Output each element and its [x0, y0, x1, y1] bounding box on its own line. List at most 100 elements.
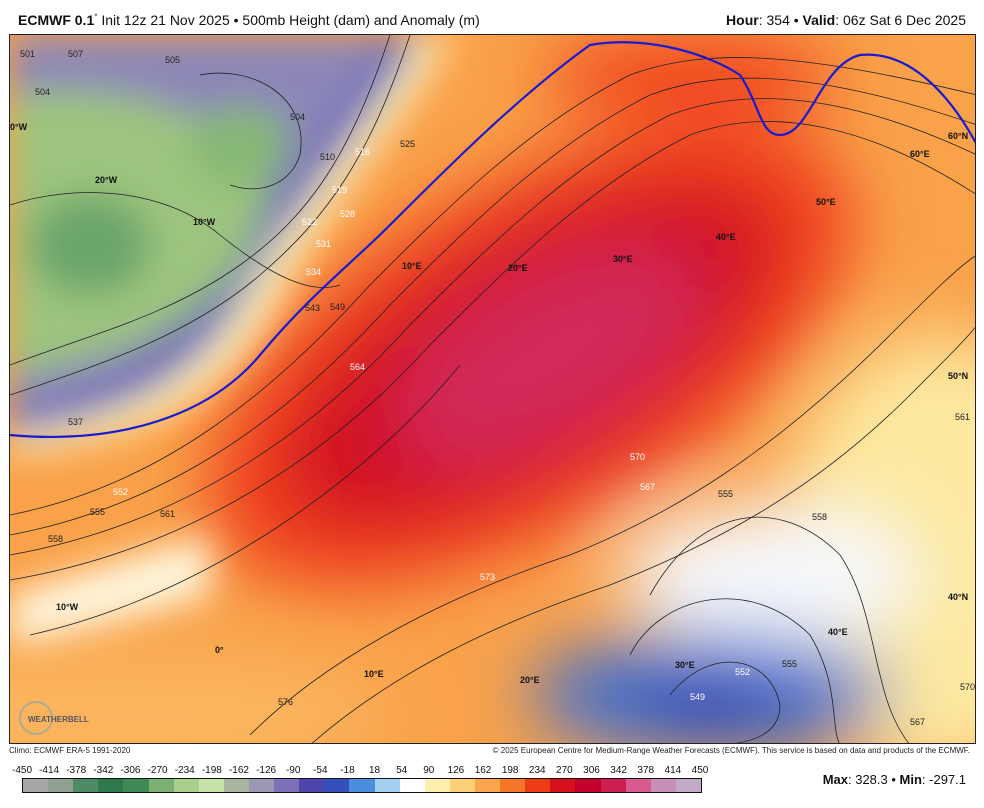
colorbar-swatch [675, 779, 701, 792]
contour-label: 522 [302, 217, 317, 227]
colorbar-swatch [173, 779, 199, 792]
colorbar-swatch [73, 779, 99, 792]
highlight-contour-552 [10, 41, 975, 438]
colorbar-swatch [650, 779, 676, 792]
graticule-label: 10°W [193, 217, 216, 227]
contour-label: 552 [735, 667, 750, 677]
graticule-label: 20°E [520, 675, 540, 685]
contour-label: 570 [960, 682, 975, 692]
model-name: ECMWF 0.1 [18, 12, 95, 28]
colorbar-swatch [148, 779, 174, 792]
colorbar-swatch [98, 779, 124, 792]
colorbar-swatch [399, 779, 425, 792]
min-value: : -297.1 [921, 772, 966, 787]
contour-label: 549 [330, 302, 345, 312]
colorbar-swatch [374, 779, 400, 792]
valid-label: Valid [802, 12, 836, 28]
colorbar-tick-label: 450 [691, 765, 709, 776]
colorbar-swatch [500, 779, 526, 792]
contour-label: 576 [278, 697, 293, 707]
colorbar-tick-label: 90 [423, 765, 435, 776]
colorbar-swatch [324, 779, 350, 792]
contour-label: 558 [48, 534, 63, 544]
colorbar-tick-label: -414 [39, 765, 60, 776]
colorbar-swatch [48, 779, 74, 792]
colorbar-swatch [223, 779, 249, 792]
weatherbell-logo: WEATHERBELL [19, 701, 89, 735]
contour-label: 504 [35, 87, 50, 97]
min-label: Min [899, 772, 922, 787]
logo-text: WEATHERBELL [28, 715, 89, 724]
colorbar-tick-label: 414 [664, 765, 682, 776]
graticule-label: 40°N [948, 592, 968, 602]
colorbar [22, 778, 702, 793]
contour-label: 567 [910, 717, 925, 727]
colorbar-tick-label: -54 [313, 765, 328, 776]
contour-label: 531 [316, 239, 331, 249]
contour-label: 507 [68, 49, 83, 59]
colorbar-swatch [575, 779, 601, 792]
colorbar-tick-label: 234 [528, 765, 546, 776]
contour-label: 501 [20, 49, 35, 59]
colorbar-tick-label: -90 [285, 765, 301, 776]
contour-label: 573 [480, 572, 495, 582]
colorbar-swatch [299, 779, 325, 792]
contour-labels: 501 507 504 504 505 510 516 519 525 522 … [20, 49, 975, 727]
map-title: ECMWF 0.1° Init 12z 21 Nov 2025 • 500mb … [18, 12, 480, 28]
contour-label: 525 [400, 139, 415, 149]
contour-label: 561 [955, 412, 970, 422]
contour-label: 558 [812, 512, 827, 522]
graticule-label: 30°E [675, 660, 695, 670]
contour-label: 555 [782, 659, 797, 669]
graticule-label: 0°W [10, 122, 28, 132]
contour-label: 510 [320, 152, 335, 162]
colorbar-ticks: -450 -414 -378 -342 -306 -270 -234 -198 -162 -126… [12, 765, 710, 777]
max-min-stats: Max: 328.3 • Min: -297.1 [823, 772, 966, 787]
weather-map: 501 507 504 504 505 510 516 519 525 522 … [9, 34, 976, 744]
contour-label: 516 [355, 147, 370, 157]
colorbar-swatch [349, 779, 375, 792]
colorbar-swatch [449, 779, 475, 792]
contour-label: 564 [350, 362, 365, 372]
valid-value: : 06z Sat 6 Dec 2025 [835, 12, 966, 28]
colorbar-tick-label: -198 [201, 765, 222, 776]
graticule-label: 40°E [828, 627, 848, 637]
contour-label: 561 [160, 509, 175, 519]
colorbar-tick-label: -450 [11, 765, 33, 776]
colorbar-tick-label: 342 [610, 765, 627, 776]
copyright-note: © 2025 European Centre for Medium-Range … [492, 746, 970, 755]
colorbar-swatch [123, 779, 149, 792]
colorbar-tick-label: 126 [447, 765, 465, 776]
colorbar-tick-label: 378 [637, 765, 655, 776]
max-label: Max [822, 772, 848, 787]
colorbar-swatch [625, 779, 651, 792]
max-value: : 328.3 • [847, 772, 900, 787]
init-text: Init 12z 21 Nov 2025 • 500mb Height (dam… [97, 12, 480, 28]
contour-label: 555 [718, 489, 733, 499]
graticule-labels: 0°W 20°W 10°W 10°E 20°E 30°E 40°E 50°E 6… [10, 122, 968, 685]
colorbar-swatch [198, 779, 224, 792]
graticule-label: 0° [215, 645, 224, 655]
hour-value: : 354 • [758, 12, 803, 28]
graticule-label: 30°E [613, 254, 633, 264]
colorbar-swatch [600, 779, 626, 792]
colorbar-tick-label: 162 [474, 765, 492, 776]
contour-label: 504 [290, 112, 305, 122]
colorbar-swatch [525, 779, 551, 792]
height-contours [10, 35, 975, 743]
contour-label: 519 [332, 185, 347, 195]
colorbar-tick-label: 198 [501, 765, 519, 776]
colorbar-tick-label: -342 [93, 765, 114, 776]
contour-label: 537 [68, 417, 83, 427]
graticule-label: 20°W [95, 175, 118, 185]
colorbar-swatch [248, 779, 275, 792]
graticule-label: 20°E [508, 263, 528, 273]
graticule-label: 50°N [948, 371, 968, 381]
climo-note: Climo: ECMWF ERA-5 1991-2020 [9, 746, 131, 755]
colorbar-tick-label: -306 [120, 765, 141, 776]
graticule-label: 10°E [402, 261, 422, 271]
graticule-label: 40°E [716, 232, 736, 242]
degree-mark: ° [94, 12, 98, 22]
colorbar-tick-label: 306 [583, 765, 600, 776]
colorbar-swatch [23, 779, 49, 792]
